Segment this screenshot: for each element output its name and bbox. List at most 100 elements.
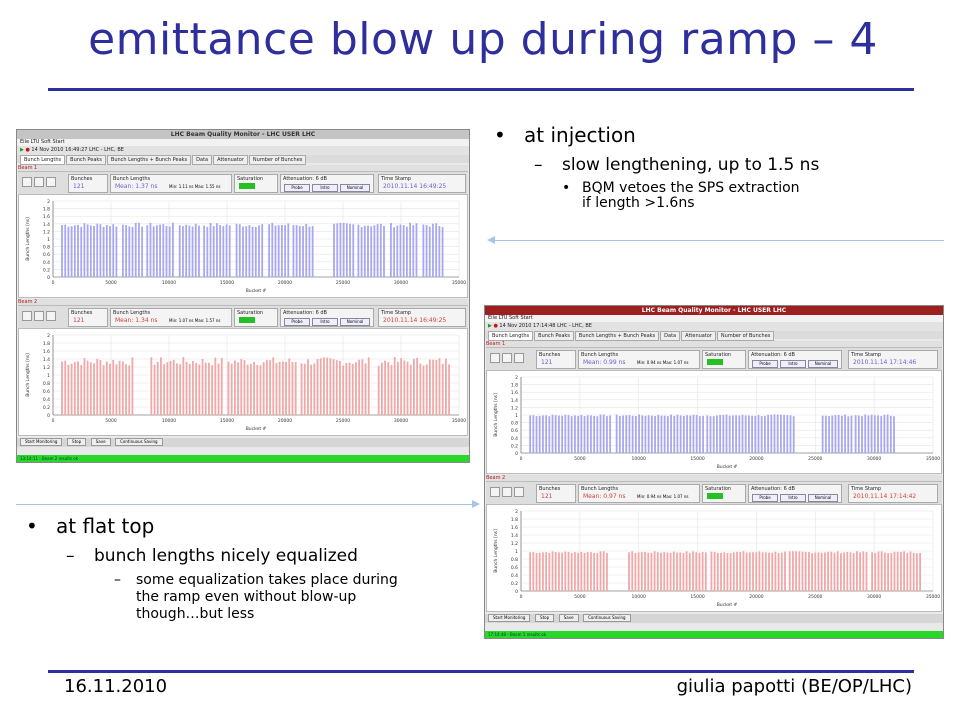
bunch-bar [61, 224, 63, 277]
bunch-bar [400, 358, 402, 415]
beam2-infobar: Bunches 121 Bunch Lengths Mean: 1.34 ns … [18, 305, 468, 329]
settings-icon[interactable] [22, 177, 32, 187]
y-tick-label: 1.2 [511, 405, 518, 411]
bunch-bar [685, 551, 688, 591]
bunch-bar [425, 364, 428, 415]
y-tick-label: 1.8 [43, 341, 50, 347]
probe-button[interactable]: Probe [284, 318, 310, 326]
bunch-bar [754, 415, 757, 453]
bunch-bar [284, 225, 286, 277]
bunch-bar [268, 224, 270, 277]
intro-button[interactable]: Intro [780, 360, 806, 368]
x-tick-label: 25000 [808, 594, 822, 600]
continuous-saving-button[interactable]: Continuous Saving [583, 614, 631, 622]
injection-detail: BQM vetoes the SPS extraction if length … [560, 181, 954, 211]
bunch-bar [647, 552, 650, 591]
play-icon[interactable]: ▶ [488, 323, 492, 329]
menu-bar[interactable]: Eile LTU Soft Start [485, 315, 943, 322]
y-tick-label: 1.4 [43, 357, 50, 363]
menu-bar[interactable]: Eile LTU Soft Start [17, 139, 469, 146]
bunch-bar [874, 552, 877, 591]
tab-attenuator[interactable]: Attenuator [213, 155, 248, 165]
tab-bunch-peaks[interactable]: Bunch Peaks [66, 155, 106, 165]
bunch-bar [171, 222, 174, 277]
bunch-bar [887, 553, 889, 591]
probe-button[interactable]: Probe [284, 184, 310, 192]
bunch-bar [262, 362, 265, 415]
nominal-button[interactable]: Nominal [340, 184, 370, 192]
tab-number-of-bunches[interactable]: Number of Bunches [716, 331, 775, 341]
pause-icon[interactable] [514, 353, 524, 363]
tab-data[interactable]: Data [192, 155, 213, 165]
mean-value: Mean: 0.99 ns [583, 359, 626, 366]
pause-icon[interactable] [46, 177, 56, 187]
nominal-button[interactable]: Nominal [340, 318, 370, 326]
start-monitoring-button[interactable]: Start Monitoring [488, 614, 531, 622]
pause-icon[interactable] [46, 311, 56, 321]
settings-icon[interactable] [22, 311, 32, 321]
bunch-bar [774, 551, 777, 591]
bunch-bar [820, 552, 823, 591]
bunches-box: Bunches 121 [536, 484, 576, 503]
nominal-button[interactable]: Nominal [808, 360, 838, 368]
tab-data[interactable]: Data [660, 331, 681, 341]
tab-number-of-bunches[interactable]: Number of Bunches [248, 155, 307, 165]
tab-lengths-peaks[interactable]: Bunch Lengths + Bunch Peaks [574, 331, 660, 341]
bunch-bar [666, 552, 669, 591]
continuous-saving-button[interactable]: Continuous Saving [115, 438, 163, 446]
start-monitoring-button[interactable]: Start Monitoring [20, 438, 63, 446]
bunch-bar [864, 414, 867, 453]
bunch-bar [360, 227, 363, 277]
beam2-infobar: Bunches 121 Bunch Lengths Mean: 0.97 ns … [486, 481, 942, 505]
bunch-bar [890, 552, 893, 591]
probe-button[interactable]: Probe [752, 494, 778, 502]
stop-icon[interactable]: ● [493, 323, 498, 329]
x-axis-label: Bucket # [246, 288, 267, 294]
zoom-icon[interactable] [34, 311, 44, 321]
bunch-bar [212, 226, 215, 277]
bunch-bar [64, 360, 67, 415]
tab-attenuator[interactable]: Attenuator [681, 331, 716, 341]
timestamp-value: 2010.11.14 16:49:25 [383, 317, 447, 324]
probe-button[interactable]: Probe [752, 360, 778, 368]
bunch-bar [405, 226, 408, 277]
bunch-bar [666, 416, 669, 453]
stop-button[interactable]: Stop [67, 438, 87, 446]
settings-icon[interactable] [490, 487, 500, 497]
y-tick-label: 1.8 [511, 517, 518, 523]
bunch-bar [409, 222, 411, 277]
stop-button[interactable]: Stop [535, 614, 555, 622]
pause-icon[interactable] [514, 487, 524, 497]
stop-icon[interactable]: ● [25, 147, 30, 153]
x-tick-label: 10000 [632, 456, 646, 462]
bunch-bar [219, 225, 222, 277]
zoom-icon[interactable] [502, 487, 512, 497]
play-icon[interactable]: ▶ [20, 147, 24, 153]
tab-lengths-peaks[interactable]: Bunch Lengths + Bunch Peaks [106, 155, 192, 165]
zoom-icon[interactable] [502, 353, 512, 363]
zoom-icon[interactable] [34, 177, 44, 187]
settings-icon[interactable] [490, 353, 500, 363]
intro-button[interactable]: Intro [312, 184, 338, 192]
bunch-bar [783, 414, 785, 453]
injection-detail-line2: if length >1.6ns [582, 195, 695, 211]
nominal-button[interactable]: Nominal [808, 494, 838, 502]
tab-bunch-peaks[interactable]: Bunch Peaks [534, 331, 574, 341]
bunch-bar [596, 553, 599, 591]
bunch-bar [272, 357, 275, 415]
bunch-bar [554, 415, 557, 453]
tab-bunch-lengths[interactable]: Bunch Lengths [20, 155, 66, 165]
x-tick-label: 0 [52, 418, 55, 424]
save-button[interactable]: Save [558, 614, 579, 622]
bunch-bar [326, 357, 329, 415]
tab-bunch-lengths[interactable]: Bunch Lengths [488, 331, 534, 341]
bunch-bar [535, 552, 538, 591]
bunch-bar [206, 226, 209, 277]
bunch-bar [609, 415, 612, 453]
x-tick-label: 20000 [278, 418, 292, 424]
intro-button[interactable]: Intro [312, 318, 338, 326]
toolbar: ▶ ● 14 Nov 2010 17:14:48 LHC - LHC, BE [485, 322, 943, 331]
save-button[interactable]: Save [90, 438, 111, 446]
arrow-to-injection-head [487, 236, 495, 244]
intro-button[interactable]: Intro [780, 494, 806, 502]
